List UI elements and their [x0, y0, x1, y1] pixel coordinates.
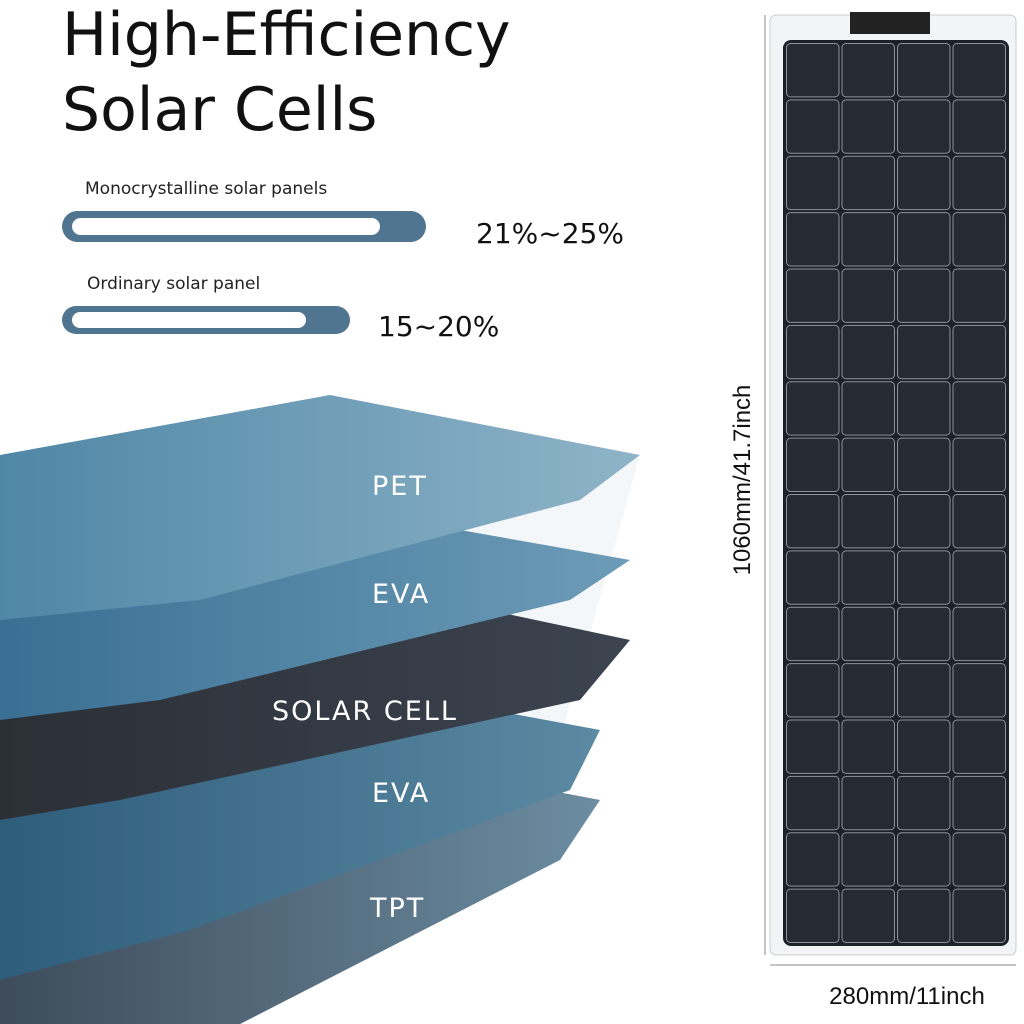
- cell: [841, 550, 895, 605]
- cell: [952, 155, 1006, 211]
- cell: [897, 99, 951, 154]
- cell: [897, 663, 951, 718]
- cell: [897, 494, 951, 549]
- cell: [786, 719, 840, 774]
- layer-label: EVA: [372, 579, 430, 610]
- layer-label: EVA: [372, 778, 430, 809]
- cell: [786, 775, 840, 831]
- cell: [786, 43, 840, 98]
- cell: [786, 832, 840, 887]
- cell: [786, 381, 840, 436]
- panel-cells: [783, 40, 1009, 946]
- cell: [952, 663, 1006, 718]
- cell: [786, 663, 840, 718]
- cell: [786, 268, 840, 323]
- comparison-label: Ordinary solar panel: [87, 274, 260, 294]
- cell: [952, 832, 1006, 887]
- cell: [786, 888, 840, 943]
- cell: [897, 550, 951, 605]
- cell: [841, 663, 895, 718]
- pill-fill: [72, 312, 306, 328]
- cell: [897, 888, 951, 943]
- title-line: Solar Cells: [62, 75, 377, 145]
- cell: [952, 888, 1006, 943]
- cell: [841, 494, 895, 549]
- cell: [952, 268, 1006, 323]
- cell: [897, 606, 951, 662]
- cell: [897, 381, 951, 436]
- cell: [897, 719, 951, 774]
- cell: [786, 212, 840, 267]
- layer-label: PET: [372, 471, 428, 502]
- layer-label: TPT: [369, 893, 425, 924]
- layer: [0, 395, 640, 620]
- cell: [841, 381, 895, 436]
- cell: [897, 212, 951, 267]
- cell: [897, 268, 951, 323]
- cell: [786, 494, 840, 549]
- height-label: 1060mm/41.7inch: [729, 385, 756, 576]
- comparison-label: Monocrystalline solar panels: [85, 179, 327, 199]
- layer-label: SOLAR CELL: [272, 696, 458, 727]
- pill-fill: [72, 218, 380, 235]
- cell: [841, 43, 895, 98]
- cell: [841, 719, 895, 774]
- cell: [897, 775, 951, 831]
- cell: [952, 606, 1006, 662]
- cell: [897, 155, 951, 211]
- cell: [841, 268, 895, 323]
- cell: [841, 606, 895, 662]
- cell: [897, 437, 951, 492]
- cell: [952, 99, 1006, 154]
- cell: [786, 99, 840, 154]
- cell: [897, 324, 951, 380]
- cell: [841, 324, 895, 380]
- cell: [841, 775, 895, 831]
- cell: [841, 155, 895, 211]
- cell: [841, 99, 895, 154]
- layer-stack: [0, 395, 640, 1024]
- cell: [841, 832, 895, 887]
- cell: [897, 832, 951, 887]
- width-label: 280mm/11inch: [829, 983, 985, 1010]
- cell: [786, 324, 840, 380]
- cell: [786, 437, 840, 492]
- cell: [841, 212, 895, 267]
- cell: [952, 437, 1006, 492]
- cell: [952, 550, 1006, 605]
- cell: [952, 324, 1006, 380]
- title-line: High-Efficiency: [62, 0, 511, 70]
- junction-box: [850, 12, 930, 34]
- cell: [952, 381, 1006, 436]
- cell: [841, 437, 895, 492]
- cell: [841, 888, 895, 943]
- comparison-value: 15~20%: [378, 310, 499, 343]
- cell: [952, 719, 1006, 774]
- cell: [786, 550, 840, 605]
- cell: [952, 775, 1006, 831]
- comparison-value: 21%~25%: [476, 217, 624, 250]
- cell: [952, 494, 1006, 549]
- cell: [952, 43, 1006, 98]
- cell: [897, 43, 951, 98]
- cell: [786, 155, 840, 211]
- cell-grid: [786, 43, 1006, 943]
- cell: [786, 606, 840, 662]
- cell: [952, 212, 1006, 267]
